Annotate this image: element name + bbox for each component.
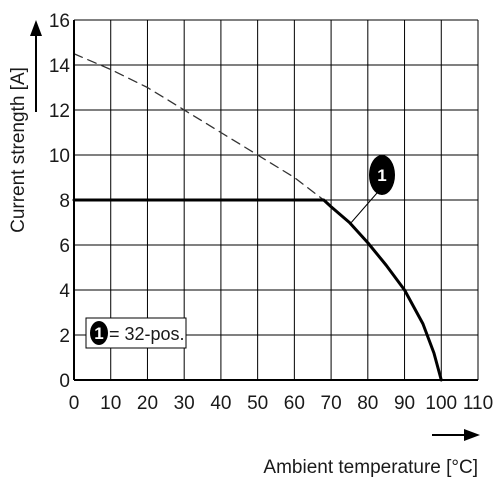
x-tick-label: 50: [247, 393, 268, 414]
x-tick-label: 70: [321, 393, 342, 414]
axes: [73, 20, 478, 381]
y-tick-label: 10: [49, 146, 70, 167]
y-tick-label: 4: [59, 281, 70, 302]
y-tick-label: 0: [59, 371, 70, 392]
x-tick-label: 20: [137, 393, 158, 414]
y-tick-label: 12: [49, 101, 70, 122]
legend-marker-badge: [90, 321, 108, 345]
series-dashed-line: [73, 53, 325, 201]
y-tick-label: 14: [49, 56, 71, 77]
y-tick-label: 2: [59, 326, 70, 347]
legend-text: = 32-pos.: [109, 324, 185, 344]
curve-marker-1: 1: [350, 155, 395, 223]
marker-number: 1: [377, 166, 386, 185]
marker-badge: [369, 155, 395, 195]
x-tick-label: 110: [463, 393, 493, 414]
series-layer: [72, 53, 443, 382]
x-axis-title: Ambient temperature [°C]: [263, 457, 478, 478]
x-tick-label: 10: [100, 393, 121, 414]
y-tick-label: 8: [59, 191, 70, 212]
x-tick-label: 0: [69, 393, 80, 414]
x-tick-label: 80: [357, 393, 378, 414]
legend: 1 = 32-pos.: [85, 317, 187, 349]
x-axis-arrow: [432, 429, 480, 441]
y-axis-title: Current strength [A]: [8, 67, 29, 233]
x-tick-label: 60: [284, 393, 305, 414]
tick-labels: 0 10 20 30 40 50 60 70 80 90 100 110 0 2 4 6 8 10 12 14 16: [49, 11, 493, 414]
x-tick-label: 40: [210, 393, 231, 414]
y-tick-label: 6: [59, 236, 70, 257]
marker-leader-line: [350, 192, 378, 223]
y-axis-arrow: [30, 20, 42, 112]
x-tick-label: 30: [174, 393, 195, 414]
series-solid-line: [72, 198, 443, 382]
x-tick-label: 100: [425, 393, 457, 414]
legend-marker-number: 1: [94, 324, 103, 343]
x-tick-label: 90: [394, 393, 415, 414]
y-tick-label: 16: [49, 11, 70, 32]
